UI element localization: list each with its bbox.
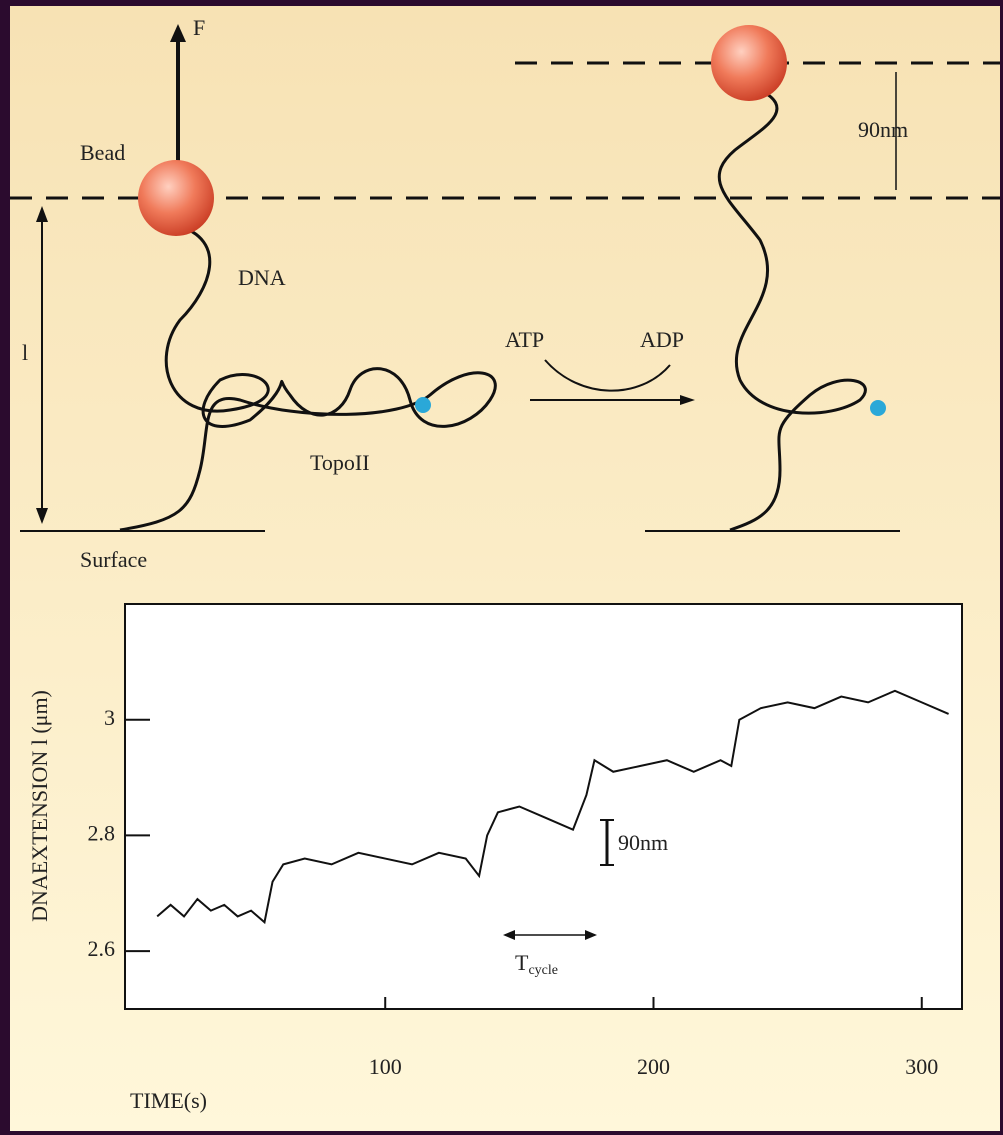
y-tick-label: 3 (104, 705, 115, 730)
cycle-subscript: cycle (528, 963, 558, 978)
atp-label: ATP (505, 327, 544, 352)
x-tick-label: 300 (905, 1054, 938, 1079)
adp-label: ADP (640, 327, 684, 352)
bead (138, 160, 214, 236)
plot-area (124, 603, 963, 1010)
force-label: F (193, 15, 205, 40)
y-axis-label: DNAEXTENSION l (μm) (27, 690, 52, 922)
dna-label: DNA (238, 265, 286, 290)
enzyme-label: TopoII (310, 450, 370, 475)
y-tick-label: 2.6 (88, 936, 116, 961)
y-tick-label: 2.8 (88, 820, 116, 845)
arrow-head (680, 395, 695, 405)
dna-strand (119, 223, 497, 532)
chart: TIME(s) DNAEXTENSION l (μm) 90nm Tcycle … (27, 689, 949, 1113)
bead-label: Bead (80, 140, 125, 165)
x-axis-label: TIME(s) (130, 1088, 207, 1113)
step-annotation: 90nm (618, 830, 668, 855)
bead (711, 25, 787, 101)
extension-label: l (22, 340, 28, 365)
curved-arrow (544, 359, 671, 392)
series-line (156, 689, 949, 925)
diagram: F Bead DNA l TopoII Surface ATP ADP 90nm (10, 15, 1000, 572)
x-tick-label: 200 (637, 1054, 670, 1079)
cycle-annotation: Tcycle (515, 950, 558, 978)
dna-strand (717, 88, 867, 532)
topoii (415, 397, 431, 413)
topoii (870, 400, 886, 416)
arrow-head (170, 24, 186, 42)
x-tick-label: 100 (369, 1054, 402, 1079)
surface-label: Surface (80, 547, 147, 572)
cycle-symbol: T (515, 950, 529, 975)
step-label: 90nm (858, 117, 908, 142)
